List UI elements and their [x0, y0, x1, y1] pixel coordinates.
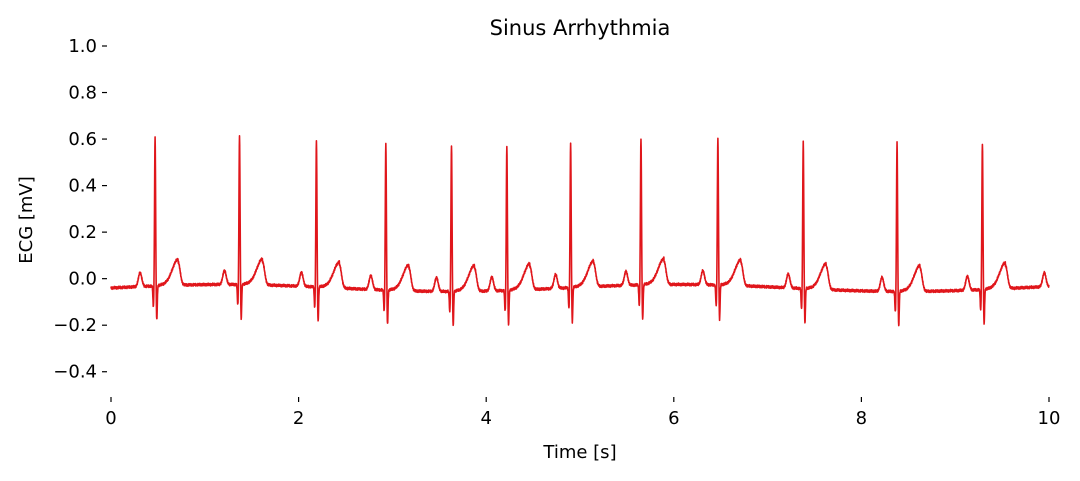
y-tick-label: 1.0: [68, 36, 97, 57]
x-axis-label: Time [s]: [542, 442, 616, 463]
x-tick-label: 0: [105, 408, 116, 429]
y-tick-label: 0.4: [68, 176, 97, 197]
x-tick-label: 2: [293, 408, 304, 429]
x-tick-label: 10: [1038, 408, 1061, 429]
x-tick-label: 6: [668, 408, 679, 429]
y-tick-label: 0.8: [68, 83, 97, 104]
x-tick-label: 8: [856, 408, 867, 429]
y-tick-label: 0.0: [68, 269, 97, 290]
ecg-signal-line: [110, 134, 1050, 327]
x-axis-ticks: 0 2 4 6 8 10: [105, 397, 1060, 429]
y-axis-label: ECG [mV]: [16, 176, 37, 264]
y-tick-label: −0.2: [53, 315, 97, 336]
y-tick-label: −0.4: [53, 362, 97, 383]
y-tick-label: 0.2: [68, 222, 97, 243]
y-tick-label: 0.6: [68, 129, 97, 150]
y-axis-ticks: 1.0 0.8 0.6 0.4 0.2 0.0 −0.2 −0.4: [53, 36, 107, 383]
chart-title: Sinus Arrhythmia: [490, 16, 671, 40]
x-tick-label: 4: [480, 408, 491, 429]
